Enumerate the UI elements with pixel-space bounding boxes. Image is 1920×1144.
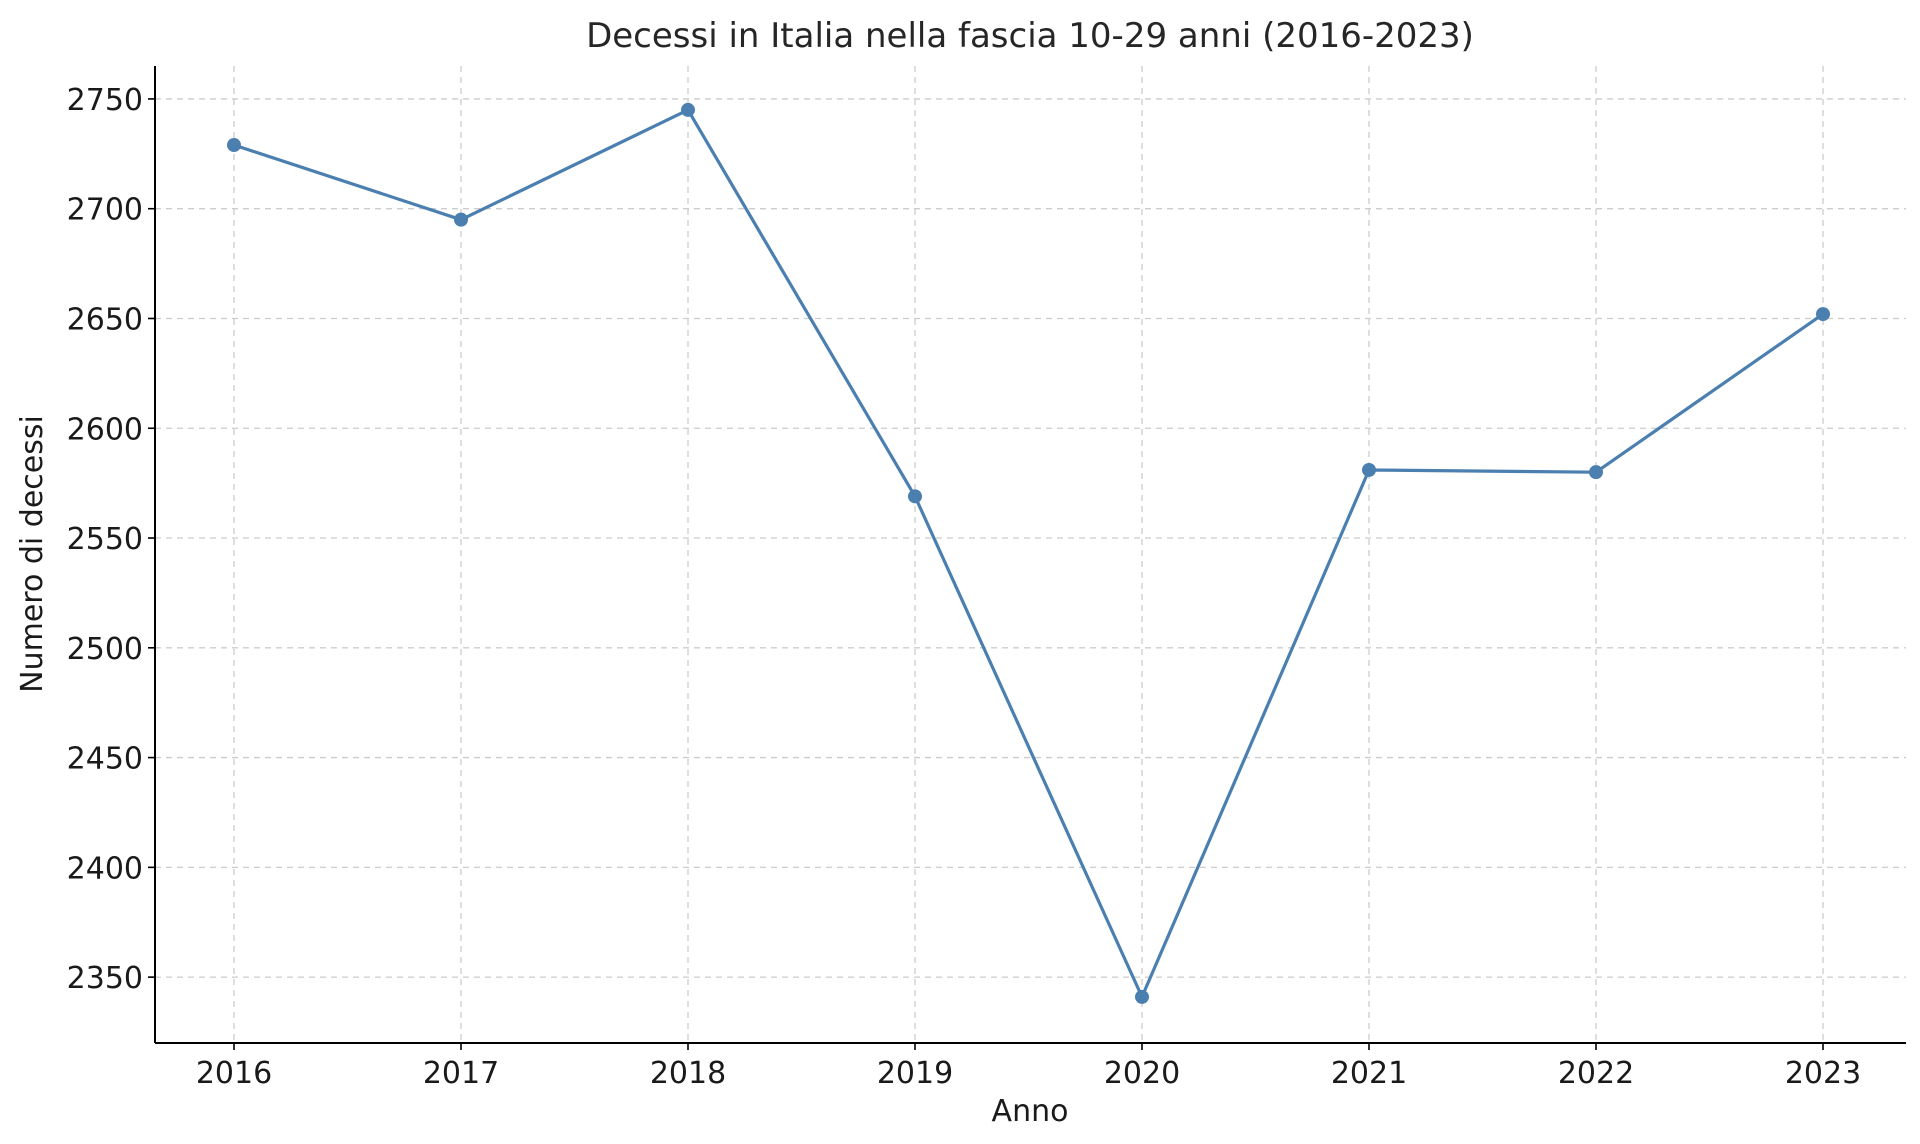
series bbox=[227, 102, 1830, 1004]
data-point-2019 bbox=[908, 489, 922, 504]
data-point-2018 bbox=[681, 102, 695, 117]
y-tick-label-2500: 2500 bbox=[67, 632, 143, 667]
axes bbox=[154, 66, 1906, 1044]
data-point-2023 bbox=[1816, 307, 1830, 322]
x-tick-label-2021: 2021 bbox=[1331, 1056, 1407, 1091]
y-tick-label-2350: 2350 bbox=[67, 961, 143, 996]
data-point-2020 bbox=[1135, 989, 1149, 1004]
y-axis-label: Numero di decessi bbox=[15, 415, 50, 693]
y-tick-label-2700: 2700 bbox=[67, 193, 143, 228]
y-tick-label-2600: 2600 bbox=[67, 412, 143, 447]
x-tick-label-2023: 2023 bbox=[1785, 1056, 1861, 1091]
x-tick-label-2018: 2018 bbox=[650, 1056, 726, 1091]
x-tick-label-2016: 2016 bbox=[196, 1056, 272, 1091]
x-axis-label: Anno bbox=[992, 1094, 1069, 1129]
y-tick-label-2650: 2650 bbox=[67, 302, 143, 337]
x-tick-label-2022: 2022 bbox=[1558, 1056, 1634, 1091]
grid bbox=[155, 66, 1906, 1043]
y-tick-label-2400: 2400 bbox=[67, 851, 143, 886]
ticks: 2350 2400 2450 2500 2550 2600 2650 2700 2750 2016… bbox=[67, 83, 1862, 1091]
y-tick-label-2550: 2550 bbox=[67, 522, 143, 557]
y-tick-label-2450: 2450 bbox=[67, 742, 143, 777]
chart-title: Decessi in Italia nella fascia 10-29 ann… bbox=[586, 16, 1474, 56]
data-point-2022 bbox=[1589, 465, 1603, 480]
y-tick-label-2750: 2750 bbox=[67, 83, 143, 118]
x-tick-label-2019: 2019 bbox=[877, 1056, 953, 1091]
series-line-0 bbox=[232, 108, 1825, 999]
x-tick-label-2020: 2020 bbox=[1104, 1056, 1180, 1091]
data-point-2016 bbox=[227, 138, 241, 153]
x-tick-label-2017: 2017 bbox=[423, 1056, 499, 1091]
data-point-2017 bbox=[454, 212, 468, 227]
data-point-2021 bbox=[1362, 462, 1376, 477]
